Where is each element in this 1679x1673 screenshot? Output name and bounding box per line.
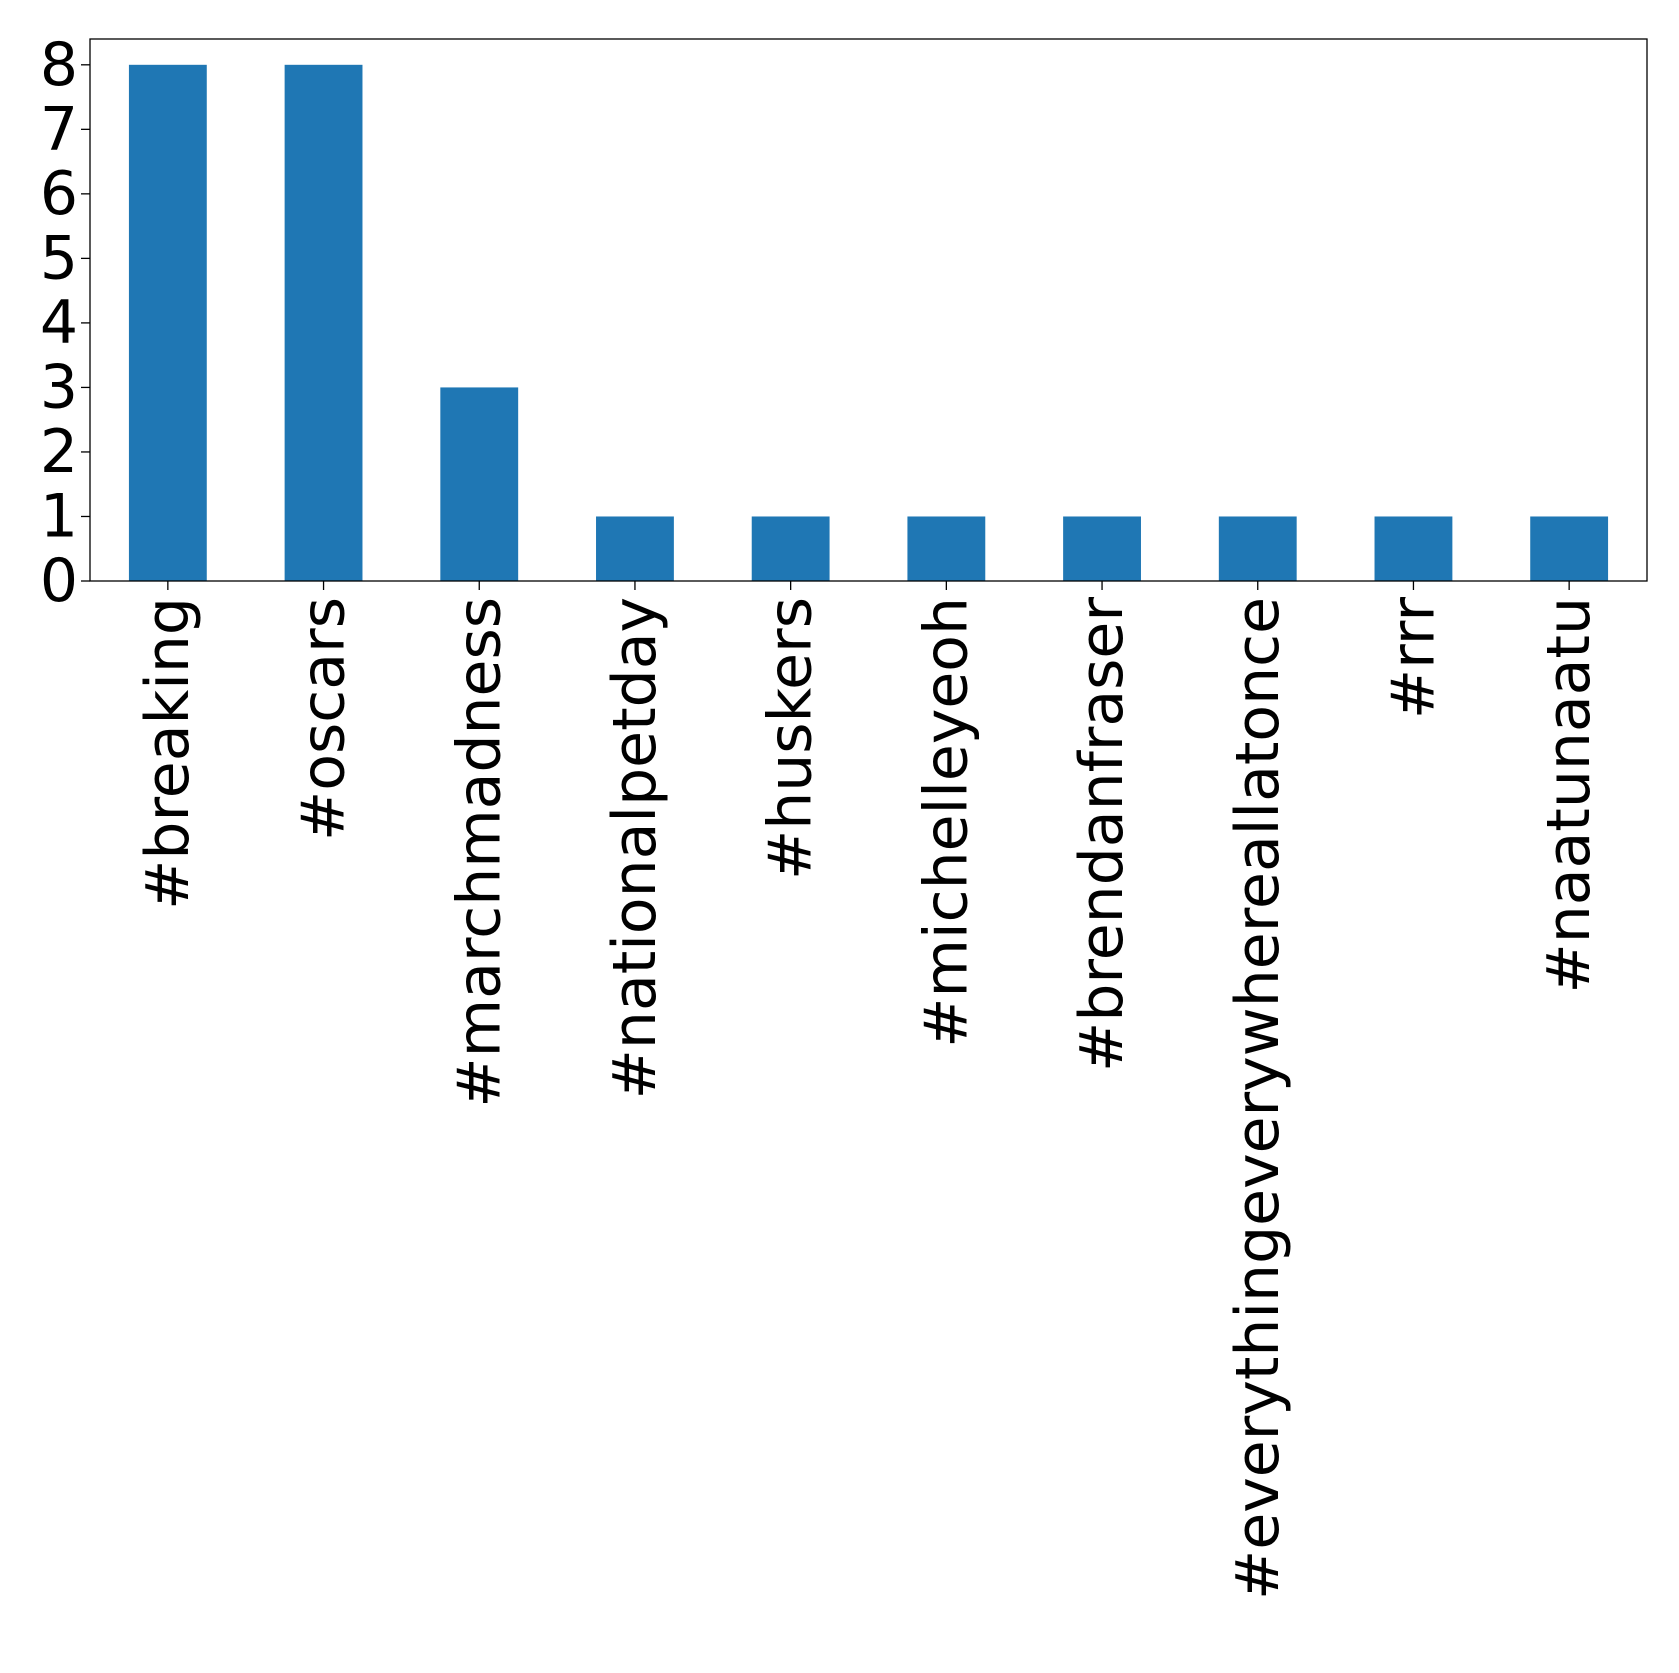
y-tick-label: 3: [40, 352, 78, 422]
bars-group: [128, 64, 1609, 582]
bar-everythingeverywhereallatonce: [1218, 516, 1297, 581]
x-tick-label: #naatunaatu: [1534, 597, 1604, 994]
bar-rrr: [1374, 516, 1453, 581]
x-tick-label: #rrr: [1378, 597, 1448, 720]
y-tick-label: 0: [40, 546, 78, 616]
y-tick-label: 8: [40, 30, 78, 100]
bar-oscars: [284, 64, 363, 582]
bar-huskers: [751, 516, 830, 581]
x-tick-label: #everythingeverywhereallatonce: [1223, 597, 1293, 1600]
bar-michelleyeoh: [907, 516, 986, 581]
y-tick-label: 4: [40, 288, 78, 358]
x-tick-label: #huskers: [756, 597, 826, 880]
bar-nationalpetday: [596, 516, 674, 581]
x-tick-label: #breaking: [133, 597, 203, 910]
y-tick-label: 2: [40, 417, 78, 487]
bar-brendanfraser: [1063, 516, 1141, 581]
bar-naatunaatu: [1530, 516, 1609, 581]
x-tick-label: #oscars: [289, 597, 359, 841]
x-tick-label: #michelleyeoh: [911, 597, 981, 1048]
y-tick-label: 7: [40, 94, 78, 164]
bar-marchmadness: [440, 387, 519, 581]
y-tick-label: 1: [40, 481, 78, 551]
bar-breaking: [128, 64, 207, 582]
x-tick-label: #nationalpetday: [600, 597, 670, 1099]
x-tick-label: #marchmadness: [444, 597, 514, 1108]
y-tick-label: 5: [40, 223, 78, 293]
x-tick-label: #brendanfraser: [1067, 597, 1137, 1072]
y-tick-label: 6: [40, 159, 78, 229]
x-axis: #breaking #oscars #marchmadness #nationalpe…: [133, 581, 1604, 1600]
plot-frame: [89, 38, 1648, 582]
